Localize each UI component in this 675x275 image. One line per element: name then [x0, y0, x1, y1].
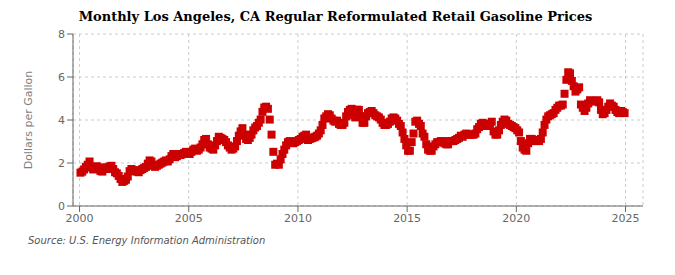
svg-text:2025: 2025 [612, 212, 640, 225]
svg-text:8: 8 [58, 28, 65, 41]
svg-text:2010: 2010 [284, 212, 312, 225]
svg-text:2015: 2015 [393, 212, 421, 225]
html-text:Monthly Los Angeles, CA Regula: Monthly Los Angeles, CA Regular Reformul… [78, 9, 593, 24]
html-text:Source: U.S. Energy Informatio: Source: U.S. Energy Information Administ… [28, 235, 266, 246]
svg-text:Dollars per Gallon: Dollars per Gallon [22, 71, 35, 170]
svg-text:2000: 2000 [66, 212, 94, 225]
svg-text:2: 2 [58, 157, 65, 170]
svg-text:4: 4 [58, 114, 65, 127]
svg-text:6: 6 [58, 71, 65, 84]
svg-text:0: 0 [58, 200, 65, 213]
svg-text:2020: 2020 [502, 212, 530, 225]
svg-text:2005: 2005 [175, 212, 203, 225]
